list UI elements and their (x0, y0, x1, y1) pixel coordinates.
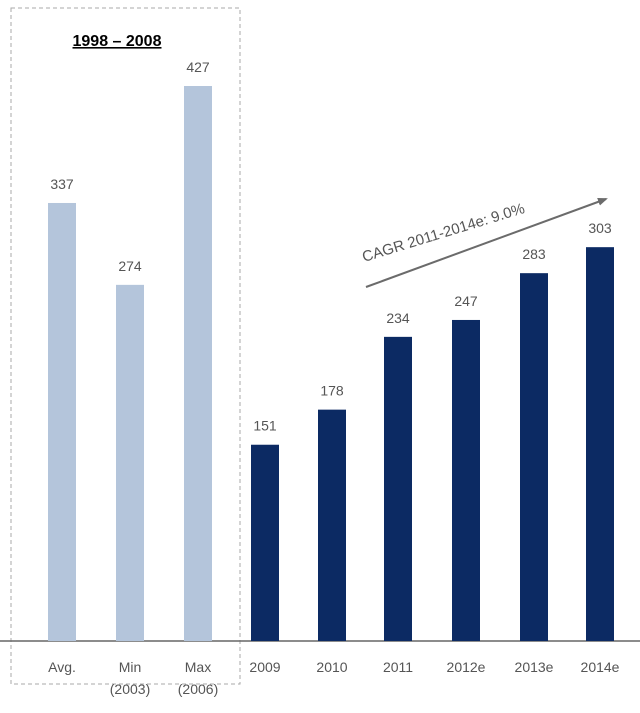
value-label-8: 303 (588, 220, 612, 236)
category-label-2-line-1: (2006) (178, 681, 218, 697)
value-label-2: 427 (186, 59, 210, 75)
category-label-1-line-1: (2003) (110, 681, 150, 697)
category-label-4: 2010 (316, 659, 347, 675)
bar-8 (586, 247, 614, 641)
value-label-0: 337 (50, 176, 74, 192)
category-label-2-line-0: Max (185, 659, 211, 675)
cagr-annotation: CAGR 2011-2014e: 9.0% (360, 200, 527, 266)
bar-1 (116, 284, 144, 641)
historical-period-box (10, 7, 241, 685)
value-label-4: 178 (320, 383, 344, 399)
category-label-1-line-0: Min (119, 659, 142, 675)
bar-0 (48, 202, 76, 641)
category-label-0: Avg. (48, 659, 76, 675)
category-label-8: 2014e (581, 659, 620, 675)
bar-7 (520, 273, 548, 641)
bar-4 (318, 409, 346, 641)
bar-3 (251, 444, 279, 641)
category-label-6: 2012e (447, 659, 486, 675)
value-label-1: 274 (118, 258, 142, 274)
category-label-3: 2009 (249, 659, 280, 675)
value-labels-group: 337 274 427 151 178 234 247 283 303 (50, 59, 612, 434)
value-label-7: 283 (522, 246, 546, 262)
value-label-5: 234 (386, 310, 410, 326)
category-labels-group: Avg. Min (2003) Max (2006) 2009 2010 2011 2012e 2… (48, 659, 620, 697)
category-label-5: 2011 (383, 659, 413, 675)
bar-6 (452, 319, 480, 641)
bars-group (48, 86, 614, 641)
bar-5 (384, 336, 412, 641)
chart-title: 1998 – 2008 (73, 33, 162, 50)
cagr-trend-arrow (365, 197, 608, 288)
value-label-3: 151 (253, 418, 277, 434)
value-label-6: 247 (454, 293, 478, 309)
category-label-7: 2013e (515, 659, 554, 675)
bar-2 (184, 86, 212, 641)
